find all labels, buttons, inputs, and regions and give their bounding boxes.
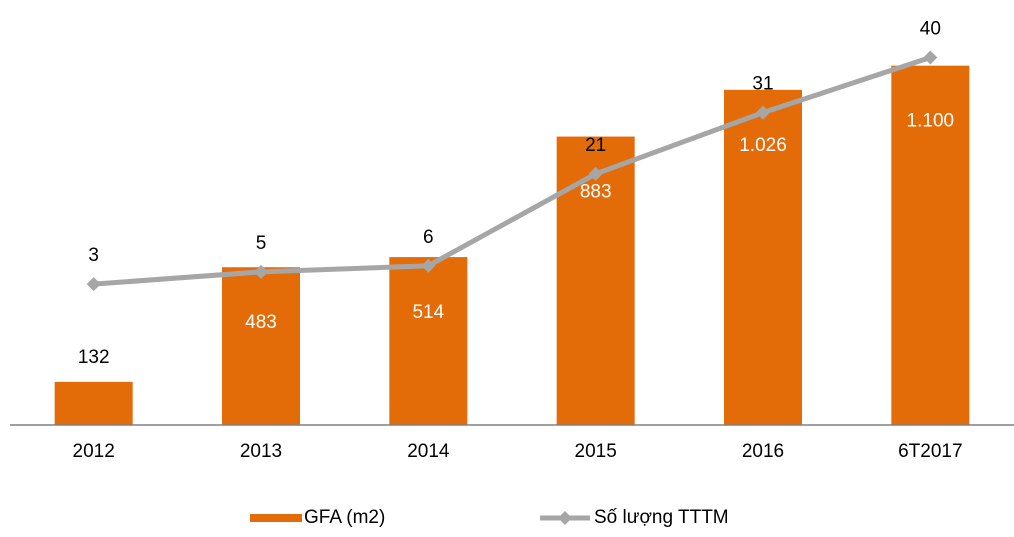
bar	[222, 267, 300, 425]
data-label: 1.100	[907, 111, 955, 132]
data-label: 6	[423, 227, 434, 248]
line	[93, 55, 932, 287]
marker	[923, 50, 938, 65]
bar	[54, 381, 133, 425]
legend-label: GFA (m2)	[304, 507, 385, 528]
data-label: 21	[585, 135, 606, 156]
bar	[891, 65, 970, 426]
x-tick-label: 6T2017	[898, 441, 962, 462]
bar	[389, 257, 468, 425]
x-tick-label: 2012	[73, 441, 115, 462]
x-tick-label: 2015	[575, 441, 617, 462]
legend-swatch	[250, 514, 302, 522]
data-label: 483	[245, 312, 277, 333]
data-label: 883	[580, 182, 612, 203]
data-label: 132	[78, 347, 110, 368]
legend-marker	[558, 511, 572, 525]
bar	[724, 89, 802, 425]
marker	[254, 264, 268, 279]
marker	[588, 166, 603, 181]
x-tick-label: 2014	[407, 441, 450, 462]
x-tick-label: 2016	[742, 441, 784, 462]
data-label: 3	[88, 245, 99, 266]
data-label: 1.026	[739, 135, 787, 156]
data-label: 31	[752, 74, 773, 95]
data-label: 5	[256, 233, 267, 254]
legend-label: Số lượng TTTM	[594, 507, 729, 528]
data-label: 40	[920, 19, 941, 40]
marker	[86, 277, 101, 292]
bar	[556, 136, 635, 425]
marker	[756, 105, 770, 120]
data-label: 514	[412, 302, 444, 323]
marker	[421, 258, 436, 273]
x-tick-label: 2013	[240, 441, 282, 462]
